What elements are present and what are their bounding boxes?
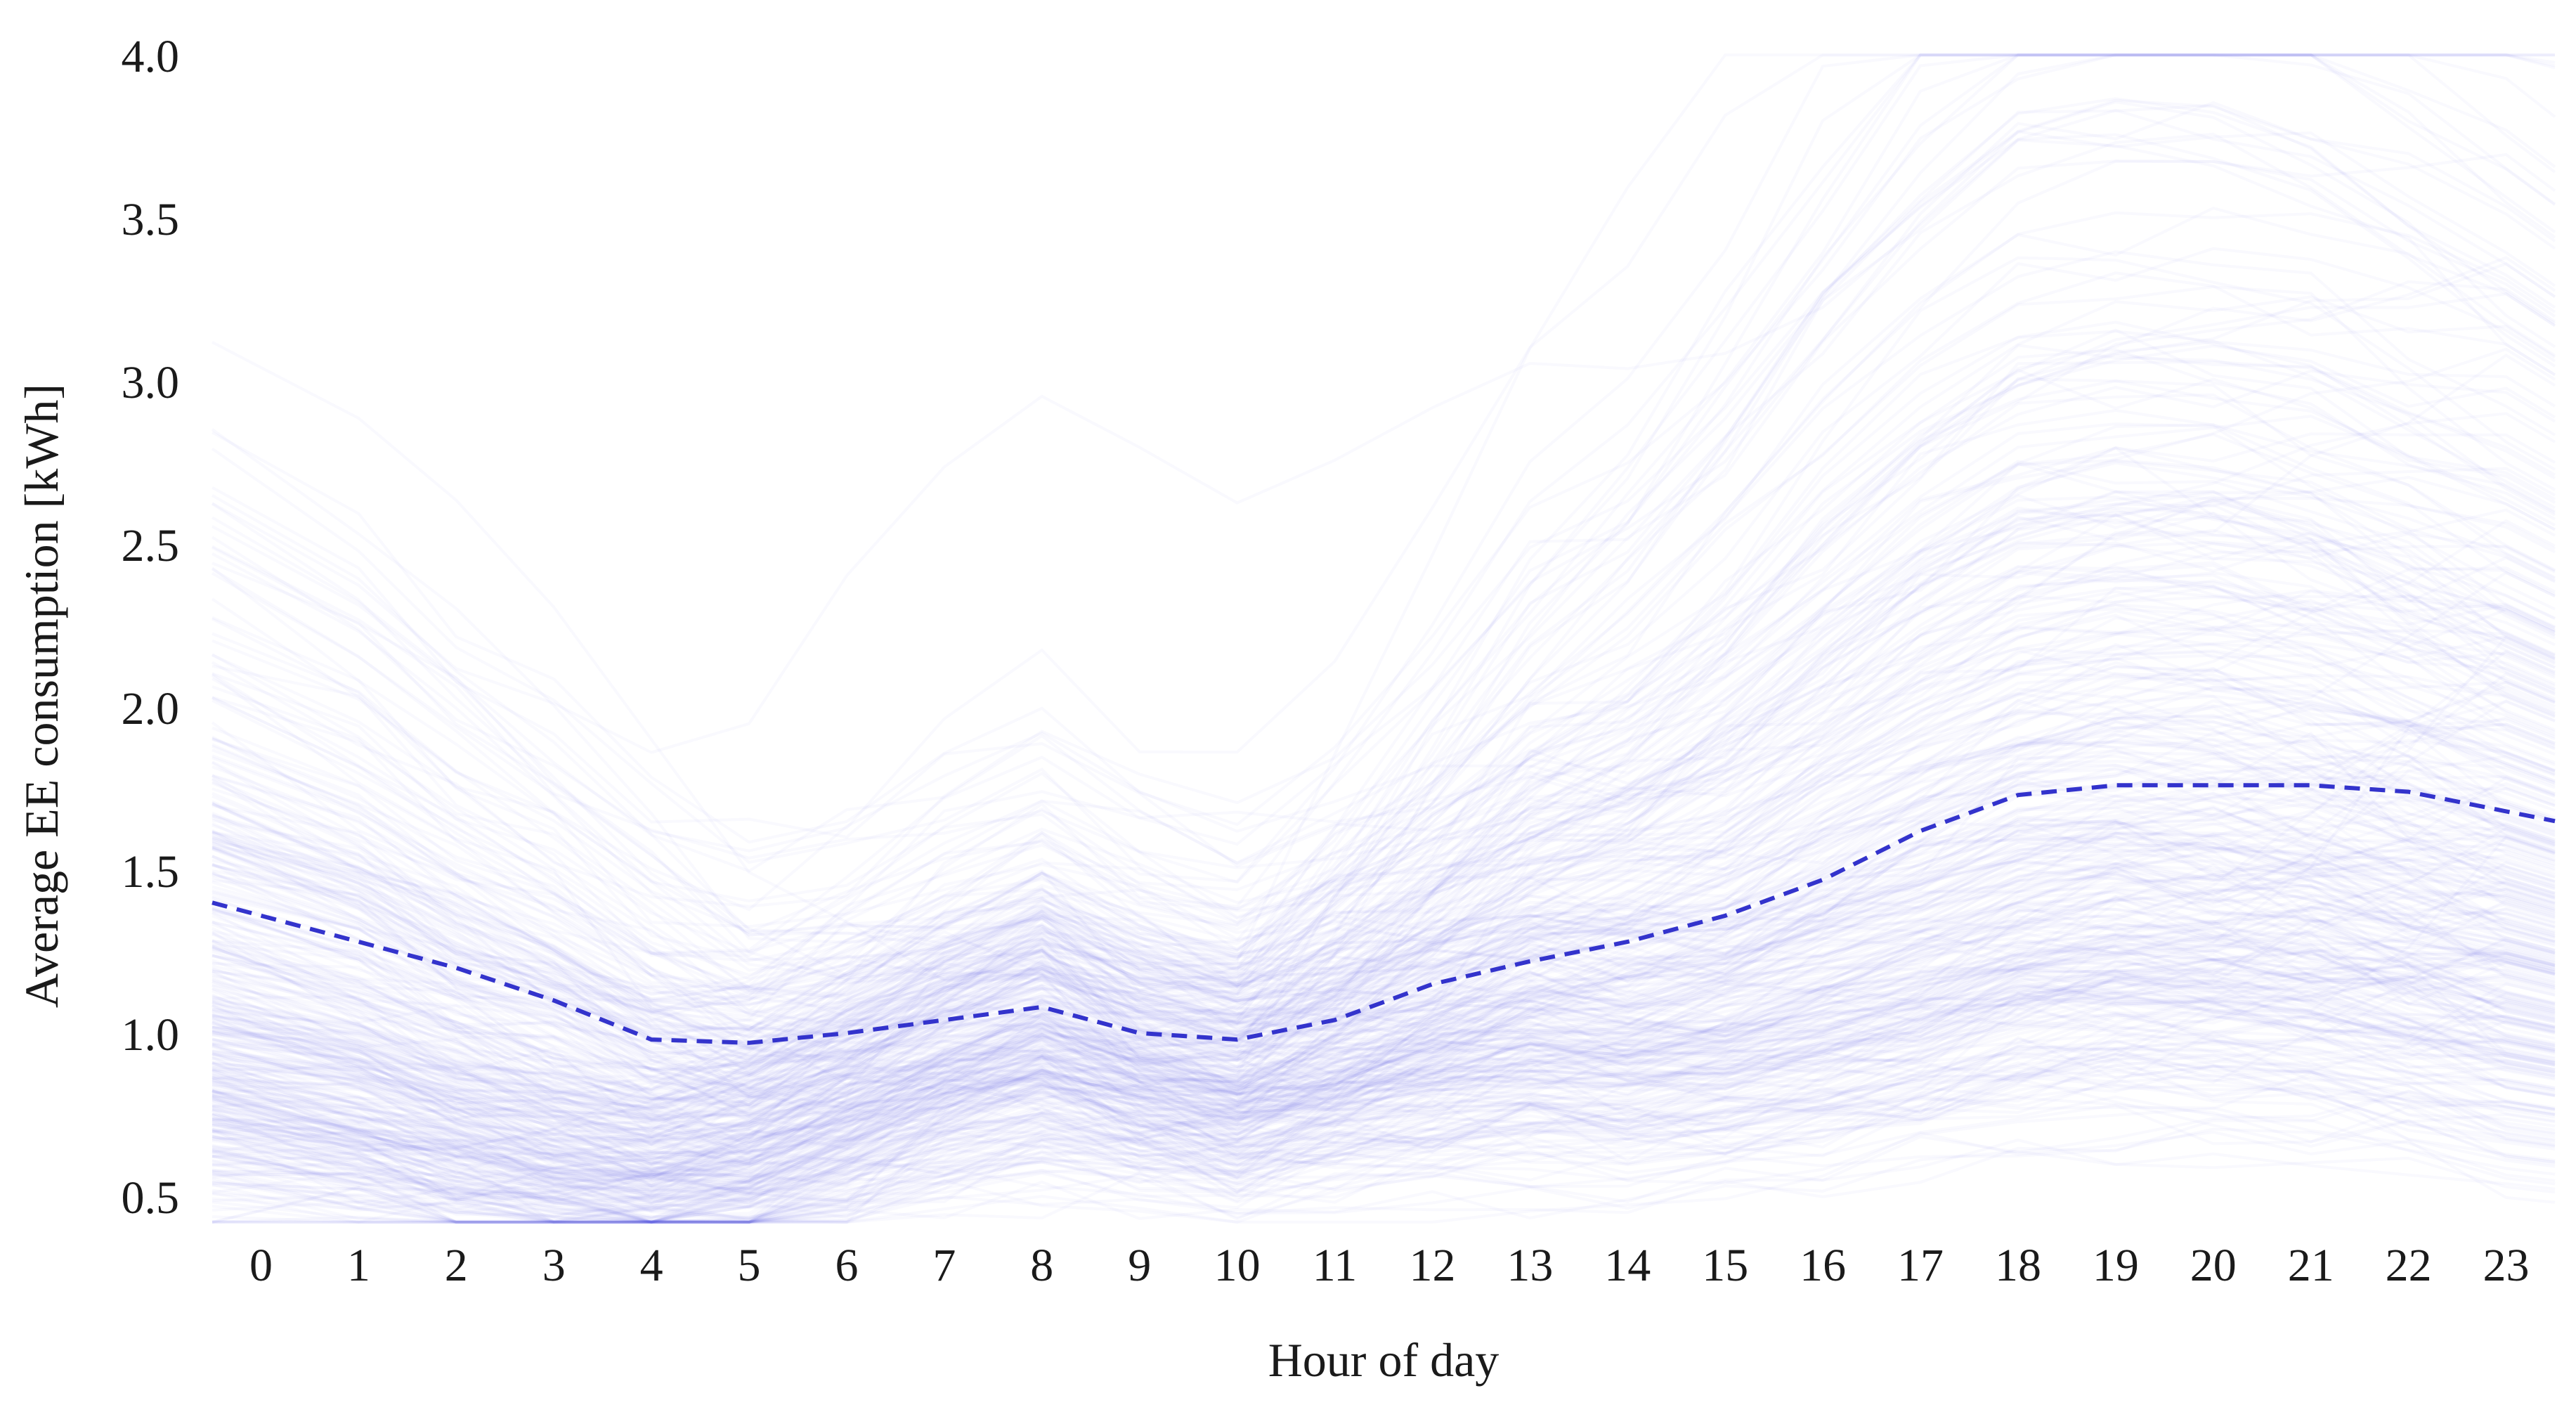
y-tick-label: 3.5 — [122, 194, 180, 245]
x-tick-label: 8 — [1030, 1240, 1053, 1291]
x-axis-ticks: 0 1 2 3 4 5 6 7 8 9 10 11 12 13 14 15 16 17 18 19 20 21 22 23 — [249, 1240, 2530, 1291]
y-tick-label: 2.5 — [122, 520, 180, 571]
y-tick-label: 1.5 — [122, 846, 180, 898]
mean-profile-line — [212, 783, 2556, 1045]
x-tick-label: 11 — [1313, 1240, 1358, 1291]
x-tick-label: 16 — [1800, 1240, 1846, 1291]
y-axis-title: Average EE consumption [kWh] — [15, 384, 68, 1008]
x-tick-label: 13 — [1507, 1240, 1553, 1291]
x-tick-label: 17 — [1897, 1240, 1944, 1291]
x-tick-label: 12 — [1410, 1240, 1456, 1291]
individual-profile-line — [212, 135, 2555, 753]
x-tick-label: 19 — [2093, 1240, 2139, 1291]
x-tick-label: 2 — [445, 1240, 468, 1291]
x-tick-label: 7 — [932, 1240, 956, 1291]
x-tick-label: 14 — [1604, 1240, 1651, 1291]
y-axis-ticks: 0.5 1.0 1.5 2.0 2.5 3.0 3.5 4.0 — [122, 31, 180, 1224]
x-tick-label: 1 — [347, 1240, 370, 1291]
x-tick-label: 10 — [1214, 1240, 1261, 1291]
x-tick-label: 23 — [2483, 1240, 2530, 1291]
y-tick-label: 2.0 — [122, 683, 180, 734]
x-tick-label: 15 — [1702, 1240, 1748, 1291]
x-tick-label: 5 — [738, 1240, 761, 1291]
x-tick-label: 9 — [1128, 1240, 1151, 1291]
x-tick-label: 21 — [2288, 1240, 2334, 1291]
x-tick-label: 20 — [2190, 1240, 2237, 1291]
x-axis-title: Hour of day — [1268, 1333, 1500, 1387]
x-tick-label: 0 — [249, 1240, 273, 1291]
y-tick-label: 3.0 — [122, 357, 180, 408]
x-tick-label: 4 — [640, 1240, 663, 1291]
individual-profile-lines — [212, 55, 2555, 1222]
x-tick-label: 6 — [835, 1240, 859, 1291]
x-tick-label: 3 — [542, 1240, 566, 1291]
x-tick-label: 22 — [2386, 1240, 2432, 1291]
y-tick-label: 0.5 — [122, 1172, 180, 1224]
individual-profile-line — [212, 55, 2555, 851]
mean-profile-group — [212, 783, 2556, 1045]
x-tick-label: 18 — [1995, 1240, 2041, 1291]
y-tick-label: 1.0 — [122, 1009, 180, 1061]
y-tick-label: 4.0 — [122, 31, 180, 82]
